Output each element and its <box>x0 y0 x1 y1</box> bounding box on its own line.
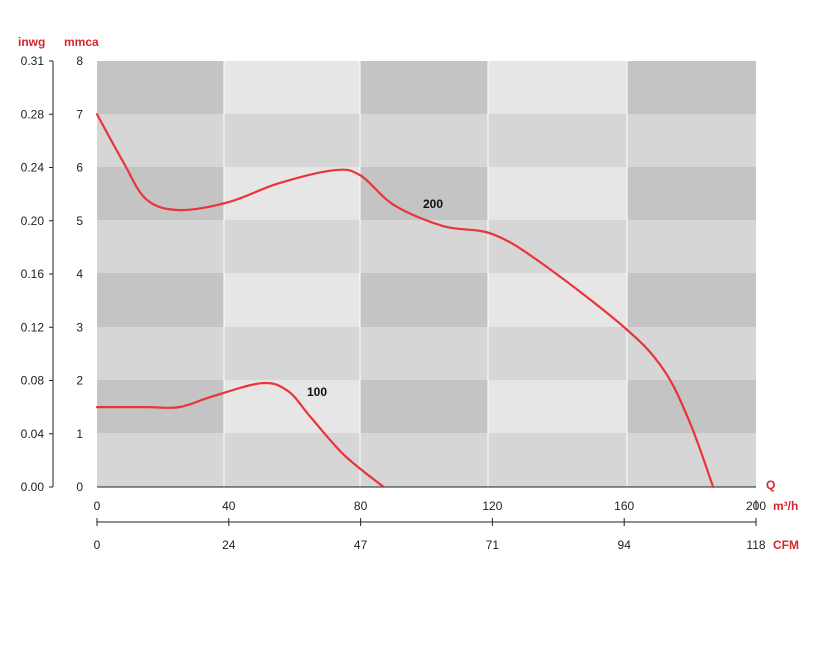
y-unit-mmca: mmca <box>64 35 99 49</box>
y-tick-label-mmca: 7 <box>76 107 83 121</box>
plot-cell <box>97 327 224 380</box>
plot-cell <box>627 273 756 327</box>
plot-cell <box>488 220 627 273</box>
plot-cell <box>627 433 756 487</box>
plot-cell <box>360 61 488 114</box>
plot-cell <box>224 433 360 487</box>
plot-cell <box>224 327 360 380</box>
plot-background <box>97 61 756 487</box>
plot-cell <box>97 273 224 327</box>
y-tick-label-inwg: 0.28 <box>21 107 45 121</box>
plot-cell <box>224 380 360 433</box>
plot-cell <box>627 220 756 273</box>
x-unit-m3h: m³/h <box>773 499 798 513</box>
plot-cell <box>627 327 756 380</box>
plot-cell <box>627 167 756 220</box>
x-tick-label-m3h: 120 <box>482 499 502 513</box>
plot-cell <box>224 167 360 220</box>
y-unit-inwg: inwg <box>18 35 45 49</box>
plot-cell <box>360 273 488 327</box>
x-tick-label-m3h: 200 <box>746 499 766 513</box>
x-axis-cfm-ticks: 0 24 47 71 94 118 <box>94 538 766 552</box>
y-tick-label-inwg: 0.04 <box>21 427 45 441</box>
plot-cell <box>360 380 488 433</box>
plot-cell <box>360 327 488 380</box>
plot-cell <box>488 327 627 380</box>
y-axis-inwg-ticks: 0.00 0.04 0.08 0.12 0.16 0.20 0.24 0.28 0.31 <box>21 54 53 494</box>
y-tick-label-inwg: 0.00 <box>21 480 45 494</box>
plot-cell <box>360 220 488 273</box>
x-tick-label-cfm: 118 <box>746 538 765 552</box>
y-tick-label-mmca: 2 <box>76 374 83 388</box>
series-curves <box>95 113 715 489</box>
y-tick-label-inwg: 0.20 <box>21 214 45 228</box>
x-tick-label-cfm: 0 <box>94 538 101 552</box>
x-unit-cfm: CFM <box>773 538 799 552</box>
x-tick-label-m3h: 40 <box>222 499 236 513</box>
plot-cell <box>488 61 627 114</box>
plot-cell <box>488 114 627 167</box>
y-axis-mmca-ticks: 0 1 2 3 4 5 6 7 8 <box>76 54 83 494</box>
y-tick-label-mmca: 6 <box>76 161 83 175</box>
plot-cell <box>627 61 756 114</box>
x-tick-label-cfm: 71 <box>486 538 500 552</box>
grid-lines <box>223 61 628 487</box>
y-tick-label-inwg: 0.16 <box>21 267 45 281</box>
plot-cell <box>224 114 360 167</box>
plot-cell <box>627 114 756 167</box>
x-tick-label-cfm: 47 <box>354 538 368 552</box>
x-tick-label-m3h: 0 <box>94 499 101 513</box>
series-line-100 <box>95 381 385 489</box>
plot-cell <box>97 167 224 220</box>
x-tick-label-cfm: 94 <box>618 538 632 552</box>
plot-cell <box>488 273 627 327</box>
y-tick-label-mmca: 4 <box>76 267 83 281</box>
plot-cell <box>97 61 224 114</box>
x-axis-m3h-ticks: 0 40 80 120 160 200 <box>94 499 766 526</box>
series-label-100: 100 <box>307 385 327 399</box>
series-line-200 <box>95 113 715 489</box>
y-tick-label-inwg: 0.08 <box>21 374 45 388</box>
plot-cell <box>97 220 224 273</box>
plot-cell <box>488 380 627 433</box>
x-tick-label-m3h: 160 <box>614 499 634 513</box>
plot-cell <box>360 433 488 487</box>
plot-cell <box>97 114 224 167</box>
plot-cell <box>224 61 360 114</box>
series-label-200: 200 <box>423 197 443 211</box>
plot-cell <box>488 167 627 220</box>
y-tick-label-mmca: 5 <box>76 214 83 228</box>
plot-cell <box>224 220 360 273</box>
y-tick-label-mmca: 3 <box>76 320 83 334</box>
y-tick-label-mmca: 8 <box>76 54 83 68</box>
plot-cell <box>224 273 360 327</box>
plot-cell <box>488 433 627 487</box>
y-tick-label-mmca: 0 <box>76 480 83 494</box>
y-tick-label-inwg: 0.12 <box>21 320 45 334</box>
plot-cell <box>360 114 488 167</box>
x-tick-label-m3h: 80 <box>354 499 368 513</box>
y-tick-label-inwg: 0.24 <box>21 161 45 175</box>
y-tick-label-inwg: 0.31 <box>21 54 45 68</box>
y-tick-label-mmca: 1 <box>76 427 83 441</box>
x-axis-label-q: Q <box>766 478 775 492</box>
x-tick-label-cfm: 24 <box>222 538 236 552</box>
plot-cell <box>97 433 224 487</box>
